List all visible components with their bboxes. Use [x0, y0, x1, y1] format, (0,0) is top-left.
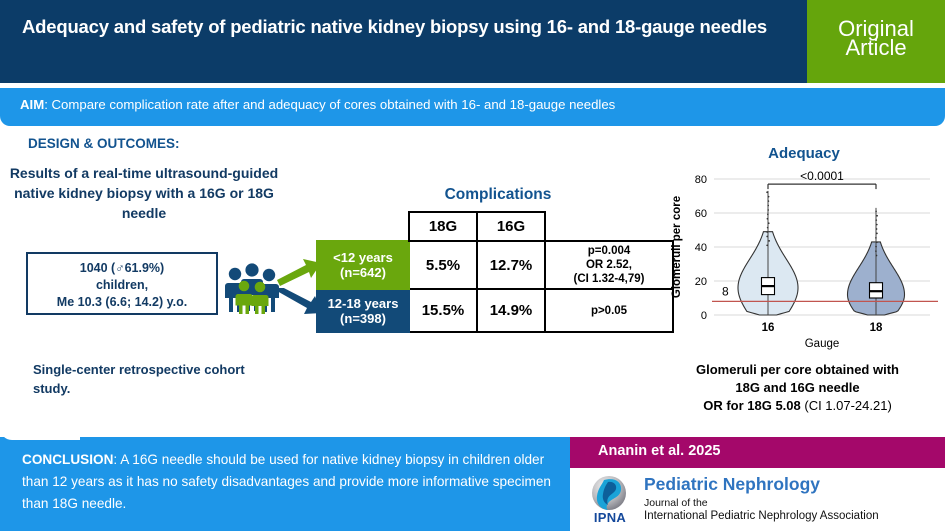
- svg-text:0: 0: [701, 310, 707, 322]
- badge-line-2: Article: [807, 35, 945, 60]
- adequacy-chart: Adequacy 0 20 40 60 80 Glomeruli per core 16 18…: [668, 145, 940, 350]
- journal-name: Pediatric Nephrology: [644, 474, 820, 495]
- row-label-under-12: <12 years (n=642): [317, 241, 409, 289]
- aim-body: : Compare complication rate after and ad…: [44, 97, 615, 112]
- row-label-line-2: (n=398): [318, 311, 408, 326]
- col-header-16g: 16G: [477, 212, 545, 241]
- table-header-note-blank: [545, 212, 673, 241]
- caption-line-3: OR for 18G 5.08 (CI 1.07-24.21): [655, 397, 940, 415]
- cell-12to18-16g: 14.9%: [477, 289, 545, 332]
- aim-text: AIM: Compare complication rate after and…: [20, 97, 615, 112]
- cell-under12-18g: 5.5%: [409, 241, 477, 289]
- row-label-12-to-18: 12-18 years (n=398): [317, 289, 409, 332]
- table-row: 12-18 years (n=398) 15.5% 14.9% p>0.05: [317, 289, 673, 332]
- journal-subtitle-1: Journal of the: [644, 497, 708, 509]
- cohort-line-1: 1040 (♂61.9%): [28, 260, 216, 277]
- col-header-18g: 18G: [409, 212, 477, 241]
- row-label-line-2: (n=642): [318, 265, 408, 280]
- cohort-line-2: children,: [28, 277, 216, 294]
- svg-text:80: 80: [695, 174, 707, 186]
- journal-subtitle-2: International Pediatric Nephrology Assoc…: [644, 510, 879, 522]
- violin-plot-svg: 0 20 40 60 80 Glomeruli per core 16 18 8 <0.0001 G…: [668, 163, 940, 353]
- complications-table: 18G 16G <12 years (n=642) 5.5% 12.7% p=0…: [316, 211, 674, 333]
- cohort-box: 1040 (♂61.9%) children, Me 10.3 (6.6; 14…: [26, 252, 218, 315]
- people-group-icon: [224, 262, 280, 314]
- design-description: Results of a real-time ultrasound-guided…: [8, 163, 280, 223]
- cell-12to18-stats: p>0.05: [545, 289, 673, 332]
- svg-text:8: 8: [722, 284, 729, 298]
- table-corner-blank: [317, 212, 409, 241]
- svg-text:18: 18: [870, 322, 883, 334]
- design-outcomes-label: DESIGN & OUTCOMES:: [28, 136, 180, 151]
- cell-under12-16g: 12.7%: [477, 241, 545, 289]
- chart-caption: Glomeruli per core obtained with 18G and…: [655, 361, 940, 415]
- svg-text:40: 40: [695, 242, 707, 254]
- header-band-inner: [0, 0, 807, 83]
- svg-text:16: 16: [762, 322, 775, 334]
- svg-text:Gauge: Gauge: [805, 338, 840, 350]
- article-type-badge: Original Article: [807, 0, 945, 83]
- stats-line-1: p>0.05: [546, 304, 672, 318]
- study-type-text: Single-center retrospective cohort study…: [33, 360, 283, 398]
- cell-under12-stats: p=0.004 OR 2.52, (CI 1.32-4,79): [545, 241, 673, 289]
- cohort-line-3: Me 10.3 (6.6; 14.2) y.o.: [28, 294, 216, 311]
- cell-12to18-18g: 15.5%: [409, 289, 477, 332]
- conclusion-label: CONCLUSION: [22, 452, 113, 467]
- stats-line-2: OR 2.52,: [546, 258, 672, 272]
- aim-label: AIM: [20, 97, 44, 112]
- svg-text:60: 60: [695, 208, 707, 220]
- journal-band: IPNA Pediatric Nephrology Journal of the…: [570, 468, 945, 531]
- citation-text: Ananin et al. 2025: [598, 443, 721, 459]
- stats-line-1: p=0.004: [546, 244, 672, 258]
- citation-band: Ananin et al. 2025: [570, 437, 945, 468]
- caption-or-bold: OR for 18G 5.08: [703, 398, 801, 413]
- aim-band: AIM: Compare complication rate after and…: [0, 88, 945, 126]
- caption-or-ci: (CI 1.07-24.21): [801, 398, 892, 413]
- page-title: Adequacy and safety of pediatric native …: [22, 14, 782, 39]
- graphical-abstract-page: Adequacy and safety of pediatric native …: [0, 0, 945, 531]
- cohort-box-text: 1040 (♂61.9%) children, Me 10.3 (6.6; 14…: [28, 260, 216, 311]
- svg-text:20: 20: [695, 276, 707, 288]
- complications-title: Complications: [400, 186, 596, 204]
- row-label-line-1: 12-18 years: [318, 296, 408, 311]
- header-band: Adequacy and safety of pediatric native …: [0, 0, 945, 83]
- ipna-label: IPNA: [582, 510, 638, 525]
- stats-line-3: (CI 1.32-4,79): [546, 272, 672, 286]
- row-label-line-1: <12 years: [318, 250, 408, 265]
- table-row: <12 years (n=642) 5.5% 12.7% p=0.004 OR …: [317, 241, 673, 289]
- svg-text:<0.0001: <0.0001: [800, 169, 844, 183]
- table-header-row: 18G 16G: [317, 212, 673, 241]
- caption-line-1: Glomeruli per core obtained with: [655, 361, 940, 379]
- chart-title: Adequacy: [668, 145, 940, 162]
- conclusion-notch: [0, 426, 80, 440]
- caption-line-2: 18G and 16G needle: [655, 379, 940, 397]
- svg-text:Glomeruli per core: Glomeruli per core: [671, 196, 683, 298]
- citation-left-edge: [560, 437, 570, 531]
- conclusion-text: CONCLUSION: A 16G needle should be used …: [22, 449, 562, 515]
